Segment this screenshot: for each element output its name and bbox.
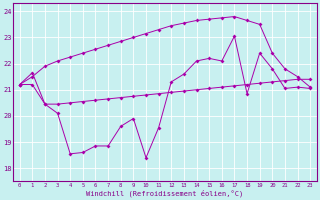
X-axis label: Windchill (Refroidissement éolien,°C): Windchill (Refroidissement éolien,°C) [86, 189, 244, 197]
